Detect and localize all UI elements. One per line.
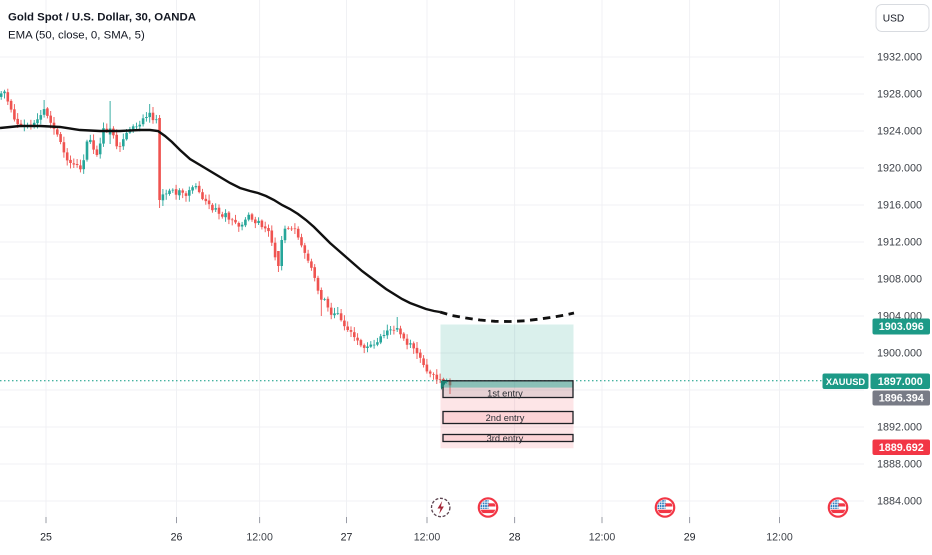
svg-text:Gold Spot / U.S. Dollar, 30, O: Gold Spot / U.S. Dollar, 30, OANDA	[8, 12, 196, 24]
svg-text:25: 25	[40, 532, 52, 544]
svg-text:29: 29	[684, 532, 696, 544]
svg-text:1908.000: 1908.000	[877, 273, 922, 285]
svg-text:27: 27	[341, 532, 353, 544]
svg-text:1884.000: 1884.000	[877, 495, 922, 507]
svg-text:EMA (50, close, 0, SMA, 5): EMA (50, close, 0, SMA, 5)	[8, 30, 145, 42]
svg-text:26: 26	[171, 532, 183, 544]
svg-text:1889.692: 1889.692	[879, 442, 924, 454]
svg-text:1912.000: 1912.000	[877, 236, 922, 248]
svg-text:28: 28	[509, 532, 521, 544]
svg-text:1916.000: 1916.000	[877, 199, 922, 211]
svg-text:12:00: 12:00	[589, 532, 616, 544]
svg-text:XAUUSD: XAUUSD	[826, 377, 866, 387]
svg-text:1888.000: 1888.000	[877, 458, 922, 470]
svg-text:1900.000: 1900.000	[877, 347, 922, 359]
svg-text:1896.394: 1896.394	[879, 393, 924, 405]
svg-text:1903.096: 1903.096	[879, 321, 924, 333]
svg-text:1920.000: 1920.000	[877, 162, 922, 174]
svg-text:1897.000: 1897.000	[878, 376, 923, 388]
svg-text:1932.000: 1932.000	[877, 51, 922, 63]
svg-text:12:00: 12:00	[414, 532, 441, 544]
svg-text:1928.000: 1928.000	[877, 88, 922, 100]
svg-text:1924.000: 1924.000	[877, 125, 922, 137]
svg-text:1892.000: 1892.000	[877, 421, 922, 433]
svg-text:1st entry: 1st entry	[487, 389, 523, 399]
svg-text:3rd entry: 3rd entry	[487, 434, 524, 444]
svg-text:12:00: 12:00	[246, 532, 273, 544]
svg-text:USD: USD	[883, 14, 905, 25]
svg-text:12:00: 12:00	[766, 532, 793, 544]
svg-text:2nd entry: 2nd entry	[486, 413, 525, 423]
